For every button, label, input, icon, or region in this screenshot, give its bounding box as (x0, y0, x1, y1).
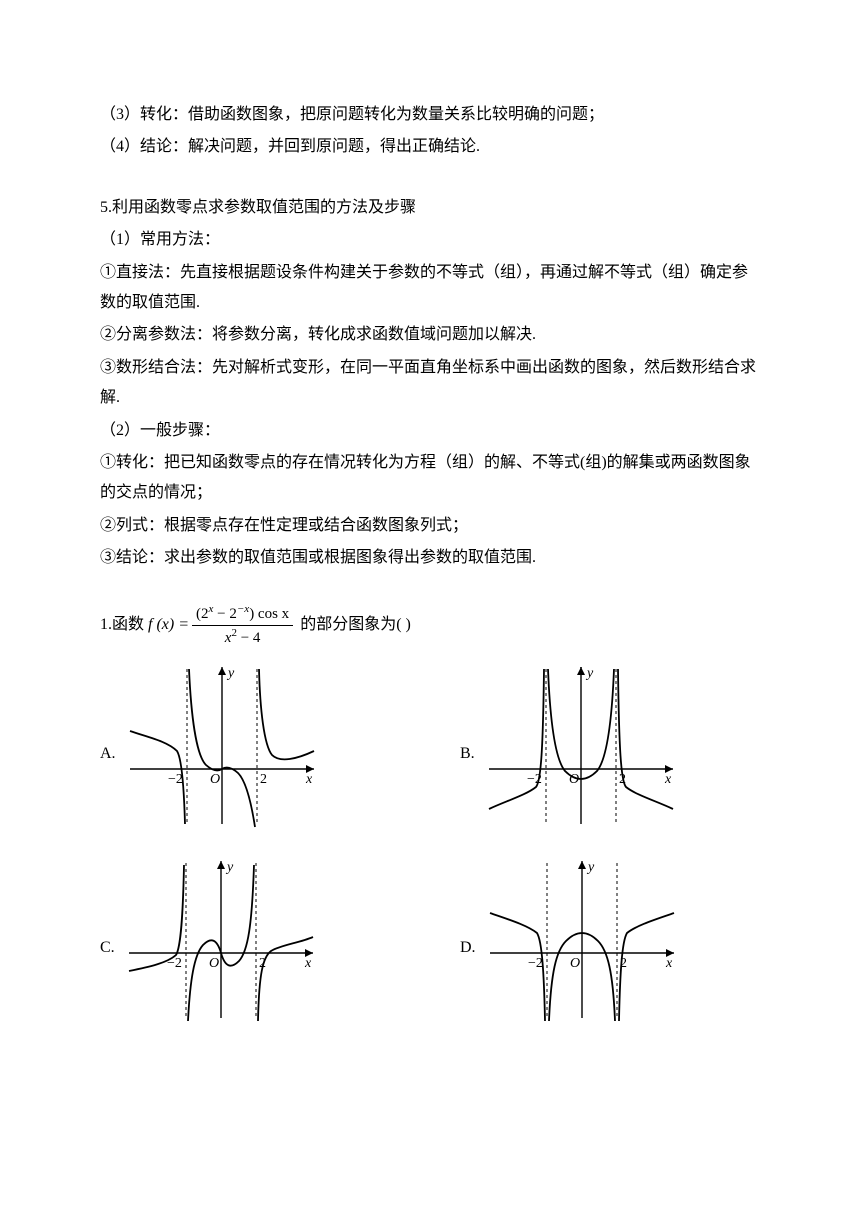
s5-2b: ②列式：根据零点存在性定理或结合函数图象列式； (100, 511, 760, 541)
option-b: B. y x O −2 2 y O (460, 659, 760, 829)
svg-text:O: O (210, 772, 220, 787)
svg-text:O: O (209, 956, 219, 971)
q1-suffix: 的部分图象为( ) (300, 610, 411, 640)
s5-2a: ①转化：把已知函数零点的存在情况转化为方程（组）的解、不等式(组)的解集或两函数… (100, 448, 760, 509)
svg-text:−2: −2 (167, 956, 182, 971)
s5-1a: ①直接法：先直接根据题设条件构建关于参数的不等式（组），再通过解不等式（组）确定… (100, 258, 760, 319)
graph-b: y x O −2 2 y O (481, 659, 681, 829)
para-4: （4）结论：解决问题，并回到原问题，得出正确结论. (100, 132, 760, 162)
s5-1b: ②分离参数法：将参数分离，转化成求函数值域问题加以解决. (100, 320, 760, 350)
q1-formula: f (x) = (2x − 2−x) cos x x2 − 4 (148, 603, 296, 647)
option-c: C. y x O −2 2 y x (100, 853, 400, 1023)
s5-2: （2）一般步骤： (100, 416, 760, 446)
graph-d: y x O −2 2 (482, 853, 682, 1023)
s5-1c: ③数形结合法：先对解析式变形，在同一平面直角坐标系中画出函数的图象，然后数形结合… (100, 353, 760, 414)
svg-text:y: y (585, 666, 594, 681)
svg-text:x: x (305, 772, 313, 787)
svg-text:−2: −2 (528, 956, 543, 971)
s5-1: （1）常用方法： (100, 225, 760, 255)
option-d: D. y x O −2 2 (460, 853, 760, 1023)
option-a-label: A. (100, 739, 116, 769)
option-c-label: C. (100, 933, 115, 963)
question-1: 1.函数 f (x) = (2x − 2−x) cos x x2 − 4 的部分… (100, 603, 760, 647)
svg-text:x: x (304, 956, 312, 971)
graph-options: A. y x O −2 2 y (100, 659, 760, 1023)
graph-a: y x O −2 2 y x O −2 2 (122, 659, 322, 829)
option-d-label: D. (460, 933, 476, 963)
svg-text:y: y (226, 666, 235, 681)
svg-text:x: x (665, 956, 673, 971)
graph-c: y x O −2 2 y x O −2 2 (121, 853, 321, 1023)
s5-2c: ③结论：求出参数的取值范围或根据图象得出参数的取值范围. (100, 543, 760, 573)
para-3: （3）转化：借助函数图象，把原问题转化为数量关系比较明确的问题； (100, 100, 760, 130)
svg-text:x: x (664, 772, 672, 787)
svg-text:−2: −2 (168, 772, 183, 787)
formula-lhs: f (x) = (148, 610, 189, 640)
option-a: A. y x O −2 2 y (100, 659, 400, 829)
q1-prefix: 1.函数 (100, 610, 144, 640)
svg-text:y: y (586, 860, 595, 875)
option-b-label: B. (460, 739, 475, 769)
section-5-title: 5.利用函数零点求参数取值范围的方法及步骤 (100, 193, 760, 223)
svg-text:y: y (225, 860, 234, 875)
svg-text:O: O (570, 956, 580, 971)
svg-text:2: 2 (260, 772, 267, 787)
